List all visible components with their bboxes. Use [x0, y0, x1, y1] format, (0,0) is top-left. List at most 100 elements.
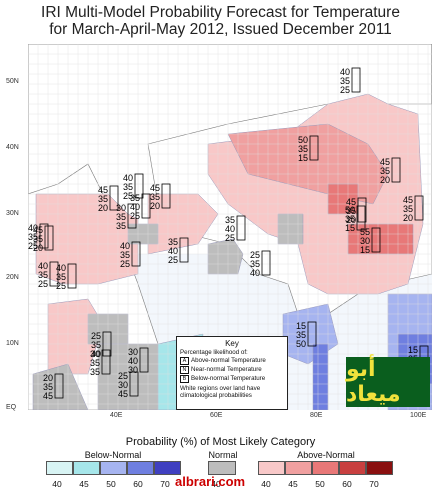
- key-subtitle: Percentage likelihood of:: [180, 349, 248, 356]
- probability-value: 40: [250, 268, 260, 278]
- probability-value: 45: [403, 195, 413, 205]
- legend-tick: 45: [79, 479, 89, 489]
- key-note: climatological probabilities: [180, 392, 252, 399]
- legend-swatch: [312, 461, 339, 475]
- map-key: Key Percentage likelihood of: A Above-nor…: [176, 336, 288, 410]
- probability-value: 15: [298, 153, 308, 163]
- lat-label: EQ: [6, 404, 17, 411]
- probability-value: 25: [130, 211, 140, 221]
- probability-value: 15: [408, 345, 418, 355]
- probability-value: 35: [33, 234, 43, 244]
- probability-value: 35: [346, 206, 356, 216]
- legend-tick: 70: [160, 479, 170, 489]
- probability-value: 25: [123, 191, 133, 201]
- lat-label: 20N: [6, 274, 19, 281]
- probability-value: 35: [340, 76, 350, 86]
- probability-value: 35: [296, 330, 306, 340]
- probability-value: 45: [346, 197, 356, 207]
- probability-value: 40: [56, 263, 66, 273]
- probability-value: 45: [43, 391, 53, 401]
- probability-value: 20: [43, 373, 53, 383]
- lon-label: 60E: [210, 412, 223, 419]
- probability-value: 35: [38, 270, 48, 280]
- probability-value: 35: [380, 166, 390, 176]
- probability-value: 50: [296, 339, 306, 349]
- probability-value: 40: [128, 356, 138, 366]
- map-subtitle: for March-April-May 2012, Issued Decembe…: [49, 21, 392, 38]
- probability-value: 30: [128, 347, 138, 357]
- probability-value: 25: [250, 250, 260, 260]
- probability-value: 30: [128, 365, 138, 375]
- legend-above-label: Above-Normal: [297, 450, 355, 460]
- probability-value: 35: [225, 215, 235, 225]
- probability-value: 35: [250, 259, 260, 269]
- probability-value: 35: [98, 194, 108, 204]
- legend-title: Probability (%) of Most Likely Category: [125, 436, 316, 448]
- probability-value: 25: [38, 279, 48, 289]
- probability-value: 20: [346, 215, 356, 225]
- legend-swatch: [154, 461, 181, 475]
- legend-tick: 60: [133, 479, 143, 489]
- probability-value: 25: [340, 85, 350, 95]
- probability-value: 35: [123, 182, 133, 192]
- probability-value: 25: [225, 233, 235, 243]
- legend-tick: 60: [342, 479, 352, 489]
- lat-label: 50N: [6, 78, 19, 85]
- probability-value: 40: [91, 349, 101, 359]
- key-letter: A: [180, 356, 189, 365]
- probability-value: 40: [28, 223, 38, 233]
- legend-swatch: [46, 461, 73, 475]
- probability-value: 40: [120, 241, 130, 251]
- key-title: Key: [225, 339, 239, 348]
- probability-value: 25: [120, 259, 130, 269]
- key-text: Near-normal Temperature: [191, 366, 262, 373]
- probability-value: 35: [28, 232, 38, 242]
- probability-value: 35: [130, 193, 140, 203]
- lon-label: 80E: [310, 412, 323, 419]
- probability-value: 45: [150, 183, 160, 193]
- legend-swatch: [285, 461, 312, 475]
- probability-value: 20: [150, 201, 160, 211]
- legend-tick: 50: [106, 479, 116, 489]
- probability-value: 40: [168, 246, 178, 256]
- probability-value: 20: [380, 175, 390, 185]
- key-text: Below-normal Temperature: [191, 375, 266, 382]
- probability-value: 50: [345, 205, 355, 215]
- legend-tick: 40: [211, 479, 221, 489]
- lat-label: 30N: [6, 210, 19, 217]
- lon-label: 100E: [410, 412, 427, 419]
- probability-value: 35: [91, 340, 101, 350]
- probability-value: 30: [90, 349, 100, 359]
- probability-value: 15: [345, 223, 355, 233]
- probability-value: 35: [90, 367, 100, 377]
- key-text: Above-normal Temperature: [191, 357, 266, 364]
- legend-swatch: [127, 461, 154, 475]
- legend-below-label: Below-Normal: [84, 450, 142, 460]
- probability-value: 35: [150, 192, 160, 202]
- legend-swatch: [73, 461, 100, 475]
- probability-value: 35: [116, 212, 126, 222]
- key-note: White regions over land have: [180, 385, 261, 392]
- probability-value: 25: [91, 331, 101, 341]
- probability-value: 15: [360, 245, 370, 255]
- key-letter: B: [180, 374, 189, 383]
- probability-value: 25: [56, 281, 66, 291]
